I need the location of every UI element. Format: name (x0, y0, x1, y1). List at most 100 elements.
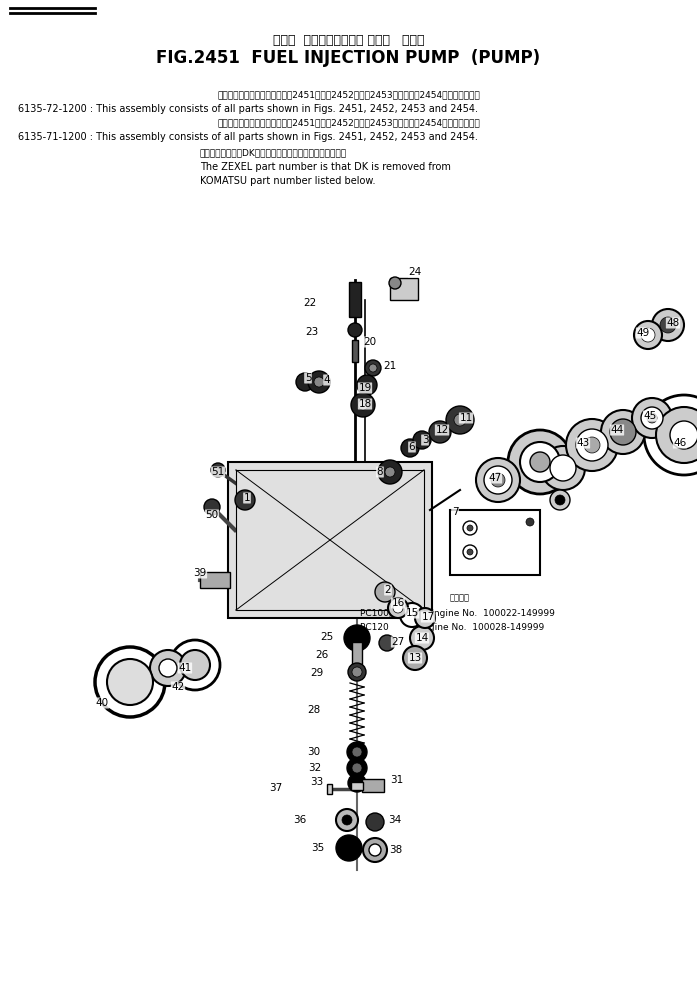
Circle shape (314, 377, 324, 387)
Text: 12: 12 (436, 425, 449, 435)
Circle shape (644, 395, 697, 475)
Circle shape (296, 373, 314, 391)
Circle shape (467, 525, 473, 531)
Circle shape (379, 635, 395, 651)
Text: 1: 1 (244, 493, 250, 503)
Bar (450, 510, 540, 575)
Circle shape (357, 375, 377, 395)
Text: 7: 7 (452, 507, 459, 517)
Circle shape (656, 407, 697, 463)
Text: 45: 45 (643, 411, 657, 421)
Text: PC120          Engine No.  100028-149999: PC120 Engine No. 100028-149999 (360, 623, 544, 632)
Circle shape (308, 371, 330, 393)
Circle shape (454, 414, 466, 426)
Circle shape (235, 490, 255, 510)
Bar (390, 278, 418, 300)
Text: 23: 23 (305, 327, 319, 337)
Circle shape (95, 647, 165, 717)
Circle shape (403, 646, 427, 670)
Circle shape (365, 360, 381, 376)
Circle shape (410, 626, 434, 650)
Circle shape (463, 545, 477, 559)
Text: 44: 44 (611, 425, 624, 435)
Circle shape (369, 364, 377, 372)
Bar (352, 340, 358, 362)
Text: 31: 31 (390, 775, 404, 785)
Text: 36: 36 (293, 815, 307, 825)
Text: 38: 38 (390, 845, 403, 855)
Circle shape (358, 400, 368, 410)
Circle shape (211, 463, 225, 477)
Text: 5: 5 (305, 373, 312, 383)
Circle shape (351, 393, 375, 417)
Circle shape (347, 758, 367, 778)
Text: 22: 22 (303, 298, 316, 308)
Text: 10: 10 (482, 547, 494, 557)
Circle shape (400, 603, 424, 627)
Circle shape (363, 838, 387, 862)
Circle shape (530, 452, 550, 472)
Bar (228, 462, 432, 618)
Text: The ZEXEL part number is that DK is removed from: The ZEXEL part number is that DK is remo… (200, 162, 451, 172)
Circle shape (670, 421, 697, 449)
Bar (327, 784, 332, 794)
Text: KOMATSU part number listed below.: KOMATSU part number listed below. (200, 176, 376, 186)
Circle shape (352, 667, 362, 677)
Bar (349, 282, 361, 317)
Bar (200, 572, 230, 588)
Text: 49: 49 (636, 328, 650, 338)
Text: 11: 11 (459, 413, 473, 423)
Text: 15: 15 (406, 608, 419, 618)
Circle shape (159, 659, 177, 677)
Circle shape (366, 813, 384, 831)
Text: 24: 24 (408, 267, 422, 277)
Bar (351, 782, 363, 790)
Text: 21: 21 (383, 361, 397, 371)
Text: 6135-72-1200 : This assembly consists of all parts shown in Figs. 2451, 2452, 24: 6135-72-1200 : This assembly consists of… (18, 104, 478, 114)
Text: 25: 25 (321, 632, 334, 642)
Circle shape (584, 437, 600, 453)
Text: 品番のメーカ記号DKを除いたものがゼクセルの品番です。: 品番のメーカ記号DKを除いたものがゼクセルの品番です。 (200, 148, 347, 157)
Circle shape (522, 514, 538, 530)
Circle shape (170, 640, 220, 690)
Circle shape (610, 419, 636, 445)
Text: 3: 3 (422, 435, 429, 445)
Circle shape (352, 747, 362, 757)
Text: 6135-71-1200 : This assembly consists of all parts shown in Figs. 2451, 2452, 24: 6135-71-1200 : This assembly consists of… (18, 132, 478, 142)
Text: 29: 29 (310, 668, 323, 678)
Text: 40: 40 (95, 698, 109, 708)
Text: 41: 41 (178, 663, 192, 673)
Circle shape (601, 410, 645, 454)
Circle shape (180, 650, 210, 680)
Text: 28: 28 (307, 705, 321, 715)
Circle shape (415, 608, 435, 628)
Circle shape (336, 809, 358, 831)
Circle shape (347, 742, 367, 762)
Circle shape (632, 398, 672, 438)
Circle shape (641, 407, 663, 429)
Circle shape (508, 430, 572, 494)
Circle shape (484, 466, 512, 494)
Circle shape (634, 321, 662, 349)
Text: 42: 42 (171, 682, 185, 692)
Circle shape (336, 835, 362, 861)
Text: 16: 16 (392, 598, 405, 608)
Text: 35: 35 (312, 843, 325, 853)
Circle shape (348, 323, 362, 337)
Text: 39: 39 (193, 568, 206, 578)
Text: フェル  インジェクション ポンプ   ポンプ: フェル インジェクション ポンプ ポンプ (273, 34, 424, 47)
Text: このアセンブリの構成部品は第2451図、第2452図、第2453図および第2454図を含みます。: このアセンブリの構成部品は第2451図、第2452図、第2453図および第245… (217, 90, 480, 99)
Text: このアセンブリの構成部品は第2451図、第2452図、第2453図および第2454図を含みます。: このアセンブリの構成部品は第2451図、第2452図、第2453図および第245… (217, 118, 480, 127)
Circle shape (647, 413, 657, 423)
Circle shape (660, 317, 676, 333)
Text: 19: 19 (358, 383, 372, 393)
Text: 34: 34 (388, 815, 401, 825)
Circle shape (576, 429, 608, 461)
Text: 8: 8 (376, 467, 383, 477)
Circle shape (467, 549, 473, 555)
Circle shape (378, 460, 402, 484)
Bar (352, 642, 362, 664)
Circle shape (352, 763, 362, 773)
Text: 51: 51 (211, 467, 224, 477)
Circle shape (555, 495, 565, 505)
